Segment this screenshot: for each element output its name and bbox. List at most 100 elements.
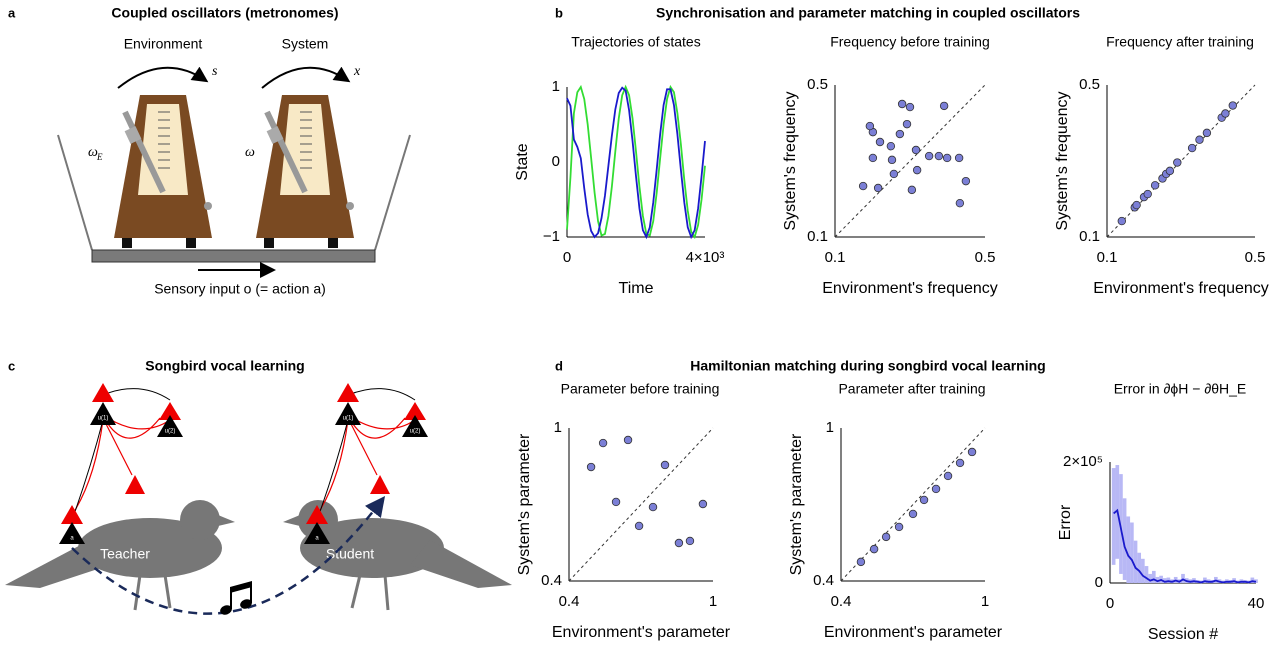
network	[59, 383, 428, 544]
x-tick-label: 0.1	[825, 249, 846, 266]
point	[907, 185, 917, 195]
x-axis-label: Session #	[1148, 626, 1218, 643]
point	[1202, 128, 1212, 138]
x-axis-label: Environment's parameter	[824, 624, 1003, 641]
point	[598, 438, 608, 448]
point	[894, 522, 904, 532]
y-tick-label: 0.4	[813, 572, 834, 589]
point	[931, 484, 941, 494]
frame	[57, 134, 93, 251]
error-band	[1111, 468, 1116, 565]
y-axis-label: System's parameter	[516, 433, 533, 575]
point	[873, 183, 883, 193]
point	[895, 129, 905, 139]
y-tick-label: 1	[552, 78, 560, 95]
point	[1187, 143, 1197, 153]
point	[939, 101, 949, 111]
label: E	[96, 152, 103, 162]
y-tick-label: 1	[826, 419, 834, 436]
panel-label: c	[8, 358, 15, 373]
label: ω	[88, 145, 98, 160]
point	[886, 141, 896, 151]
bird	[283, 500, 512, 611]
point	[869, 544, 879, 554]
error-band	[1162, 578, 1167, 583]
y-axis-label: System's frequency	[782, 91, 799, 230]
point	[586, 462, 596, 472]
y-axis-label: Error	[1057, 504, 1074, 540]
point	[955, 198, 965, 208]
error-band	[1148, 573, 1152, 583]
node-label: u(1)	[98, 416, 109, 422]
node-label: u(1)	[343, 416, 354, 422]
point	[1132, 200, 1141, 210]
x-axis-label: Environment's frequency	[1093, 280, 1269, 297]
y-tick-label: 0.1	[807, 228, 828, 245]
point	[1173, 158, 1182, 167]
label: Sensory input o (= action a)	[154, 281, 326, 297]
x-axis-label: Time	[619, 280, 654, 297]
x-tick-label: 4×10³	[686, 249, 725, 266]
frame	[374, 134, 411, 251]
x-tick-label: 0.4	[831, 593, 852, 610]
chart-title: Trajectories of states	[571, 34, 700, 50]
point	[634, 521, 644, 531]
error-band	[1133, 540, 1138, 583]
identity-line	[1106, 84, 1256, 238]
x-tick-label: 1	[709, 593, 717, 610]
y-axis-label: System's parameter	[788, 433, 805, 575]
label: Teacher	[100, 546, 150, 562]
point	[1150, 181, 1160, 190]
panel-title: Songbird vocal learning	[145, 358, 304, 374]
point	[1143, 189, 1152, 199]
x-tick-label: 40	[1248, 595, 1265, 612]
panel-title: Hamiltonian matching during songbird voc…	[690, 358, 1045, 374]
y-axis-label: State	[514, 143, 531, 180]
point	[1221, 109, 1230, 118]
songbird-diagram: Teacher Student u(1) u(2) a u(1) u(2) a	[5, 383, 512, 615]
point	[911, 145, 921, 155]
point	[912, 165, 922, 175]
error-band	[1137, 552, 1142, 583]
point	[858, 181, 868, 191]
point	[1165, 166, 1175, 176]
x-tick-label: 1	[981, 593, 989, 610]
point	[902, 119, 912, 129]
label: Environment	[124, 36, 203, 52]
metronome-diagram: Environment System s x ω E ω	[57, 36, 411, 297]
error-band	[1151, 570, 1156, 583]
point	[887, 155, 897, 165]
panel-label: b	[555, 5, 563, 20]
y-tick-label: 0.5	[1079, 76, 1100, 93]
point	[889, 169, 899, 179]
x-tick-label: 0.5	[1245, 249, 1266, 266]
metronome	[114, 95, 212, 248]
point	[905, 102, 915, 112]
error-band	[1126, 516, 1131, 583]
point	[961, 176, 971, 186]
x-axis-label: Environment's frequency	[822, 280, 998, 297]
point	[875, 137, 885, 147]
y-tick-label: 0.1	[1079, 228, 1100, 245]
point	[967, 447, 977, 457]
point	[660, 460, 670, 470]
point	[924, 151, 934, 161]
point	[1195, 135, 1204, 144]
label: Student	[326, 546, 374, 562]
node-label: a	[70, 536, 74, 542]
y-tick-label: 2×10⁵	[1063, 453, 1103, 470]
chart-title: Error in ∂ϕH − ∂θH_E	[1114, 381, 1247, 397]
chart-title: Parameter after training	[838, 381, 985, 397]
point	[1228, 101, 1237, 110]
point	[881, 532, 891, 542]
point	[865, 121, 875, 131]
x-tick-label: 0	[563, 249, 571, 266]
line	[566, 84, 706, 240]
y-axis-label: System's frequency	[1054, 91, 1071, 230]
label: ω	[245, 145, 255, 160]
point	[954, 153, 964, 163]
arrow	[117, 66, 209, 89]
platform	[91, 249, 376, 263]
